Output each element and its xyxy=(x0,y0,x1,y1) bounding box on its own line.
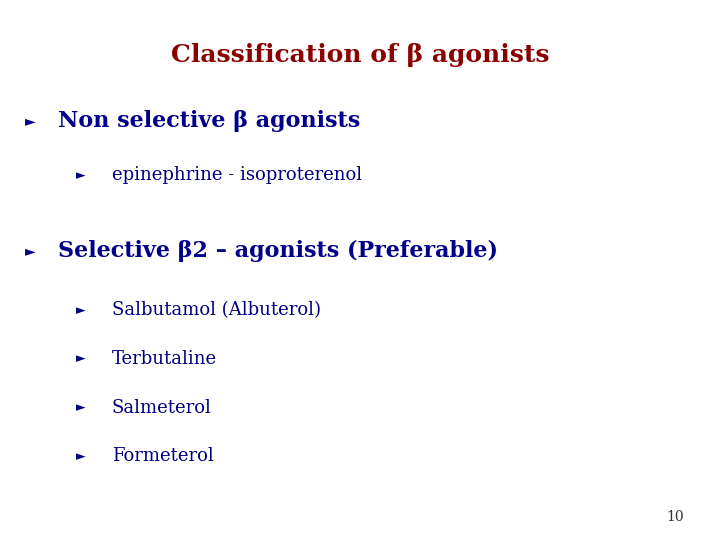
Text: Formeterol: Formeterol xyxy=(112,447,213,465)
Text: ►: ► xyxy=(25,114,36,129)
Text: ►: ► xyxy=(76,169,85,182)
Text: Salmeterol: Salmeterol xyxy=(112,399,212,417)
Text: Selective β2 – agonists (Preferable): Selective β2 – agonists (Preferable) xyxy=(58,240,498,262)
Text: ►: ► xyxy=(76,353,85,366)
Text: ►: ► xyxy=(25,244,36,258)
Text: Salbutamol (Albuterol): Salbutamol (Albuterol) xyxy=(112,301,320,320)
Text: 10: 10 xyxy=(667,510,684,524)
Text: Terbutaline: Terbutaline xyxy=(112,350,217,368)
Text: ►: ► xyxy=(76,401,85,414)
Text: Non selective β agonists: Non selective β agonists xyxy=(58,111,360,132)
Text: epinephrine - isoproterenol: epinephrine - isoproterenol xyxy=(112,166,361,185)
Text: Classification of β agonists: Classification of β agonists xyxy=(171,43,549,67)
Text: ►: ► xyxy=(76,450,85,463)
Text: ►: ► xyxy=(76,304,85,317)
